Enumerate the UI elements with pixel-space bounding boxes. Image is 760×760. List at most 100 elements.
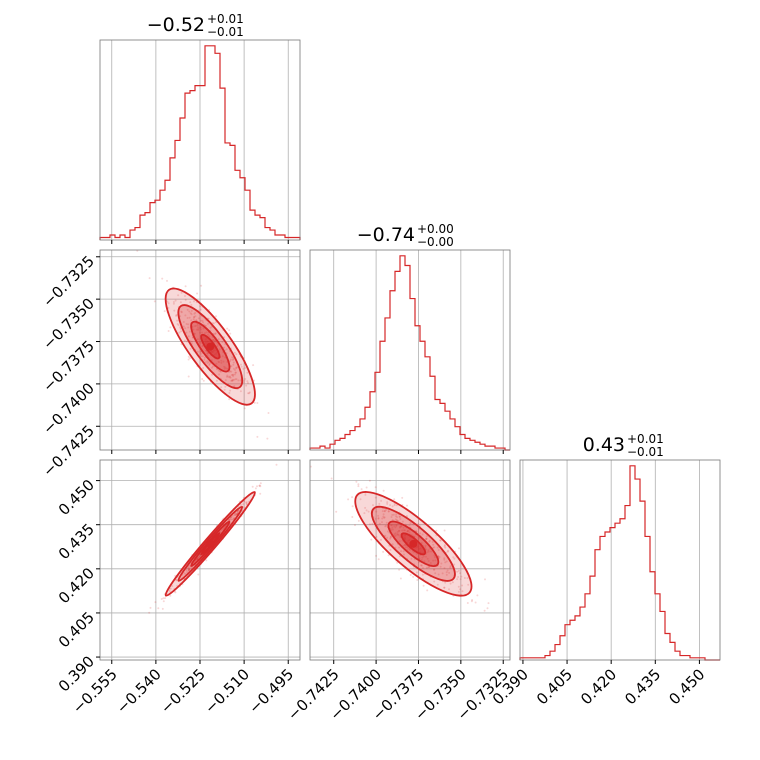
scatter-point <box>418 557 421 560</box>
scatter-point <box>221 355 224 358</box>
scatter-point <box>175 578 178 581</box>
scatter-point <box>234 512 236 515</box>
scatter-point <box>459 572 461 575</box>
scatter-point <box>415 571 418 574</box>
scatter-point <box>384 534 387 537</box>
scatter-point <box>228 518 231 521</box>
scatter-point <box>215 362 218 365</box>
scatter-point <box>214 321 217 324</box>
scatter-point <box>396 516 399 519</box>
title-minus-2: −0.01 <box>627 445 664 459</box>
scatter-point <box>232 375 235 378</box>
scatter-point <box>400 525 403 528</box>
scatter-point <box>401 529 404 532</box>
scatter-point <box>190 303 193 306</box>
scatter-point <box>460 575 463 578</box>
scatter-point <box>415 530 417 532</box>
scatter-point <box>449 565 452 568</box>
scatter-point <box>429 562 432 564</box>
scatter-point <box>245 384 248 387</box>
scatter-point <box>393 525 396 527</box>
scatter-point <box>217 360 220 363</box>
scatter-point <box>458 547 460 550</box>
scatter-point <box>189 301 192 304</box>
scatter-point <box>202 321 204 324</box>
scatter-point <box>196 350 199 353</box>
scatter-point <box>382 515 385 518</box>
scatter-point <box>440 562 443 565</box>
scatter-point <box>192 328 195 331</box>
scatter-point <box>360 488 363 491</box>
histogram-panel-2-bg <box>520 460 720 660</box>
scatter-point <box>420 559 423 561</box>
scatter-point <box>177 324 180 327</box>
scatter-point <box>377 517 380 519</box>
scatter-point <box>200 328 202 331</box>
scatter-point <box>196 558 199 561</box>
scatter-point <box>459 578 462 581</box>
contour-group-0-1 <box>136 250 270 440</box>
scatter-point <box>166 279 168 282</box>
x-tick-label-2-3: 0.435 <box>621 665 664 708</box>
scatter-point <box>228 329 231 332</box>
scatter-point <box>194 311 197 314</box>
scatter-point <box>185 323 188 325</box>
scatter-point <box>436 583 439 586</box>
scatter-point <box>421 556 424 559</box>
scatter-point <box>193 300 195 303</box>
scatter-point <box>179 326 182 329</box>
scatter-point <box>193 332 196 335</box>
scatter-point <box>247 382 249 384</box>
scatter-point <box>234 514 237 517</box>
scatter-point <box>184 327 187 330</box>
scatter-point <box>186 571 189 574</box>
scatter-point <box>175 314 178 317</box>
scatter-point <box>219 370 221 373</box>
title-minus-0: −0.01 <box>207 25 244 39</box>
scatter-point <box>175 313 178 316</box>
scatter-point <box>231 373 234 376</box>
scatter-point <box>372 504 374 507</box>
scatter-point <box>467 583 470 586</box>
scatter-point <box>425 566 428 569</box>
scatter-panel-0-1: −0.7425−0.7400−0.7375−0.7350−0.7325 <box>39 249 301 480</box>
scatter-point <box>230 374 233 376</box>
scatter-point <box>275 463 278 466</box>
scatter-point <box>412 575 415 578</box>
scatter-point <box>426 589 429 592</box>
scatter-point <box>375 554 378 557</box>
x-tick-label-2-1: 0.405 <box>533 665 576 708</box>
scatter-point <box>444 544 446 547</box>
scatter-point <box>193 316 196 319</box>
scatter-point <box>441 572 444 575</box>
scatter-point <box>228 392 231 394</box>
scatter-point <box>453 563 456 566</box>
scatter-point <box>222 527 225 530</box>
scatter-point <box>231 379 234 382</box>
scatter-point <box>196 324 199 327</box>
x-tick-label-0-1: −0.540 <box>113 665 165 717</box>
scatter-point <box>205 331 208 334</box>
scatter-point <box>190 340 193 343</box>
scatter-point <box>201 345 204 348</box>
scatter-point <box>248 391 251 394</box>
scatter-point <box>368 523 371 526</box>
scatter-point <box>223 346 226 349</box>
scatter-point <box>395 524 398 527</box>
scatter-point <box>197 317 200 320</box>
scatter-point <box>228 519 231 522</box>
scatter-point <box>427 549 430 552</box>
scatter-point <box>434 572 437 575</box>
contour-peak <box>409 539 418 548</box>
scatter-point <box>432 559 435 562</box>
scatter-point <box>206 360 209 363</box>
scatter-point <box>204 324 207 327</box>
scatter-point <box>391 514 394 516</box>
scatter-point <box>203 332 206 335</box>
scatter-point <box>232 367 235 370</box>
scatter-point <box>420 564 423 567</box>
scatter-point <box>236 510 239 513</box>
scatter-point <box>218 361 221 364</box>
scatter-point <box>179 301 182 304</box>
scatter-point <box>484 578 486 581</box>
